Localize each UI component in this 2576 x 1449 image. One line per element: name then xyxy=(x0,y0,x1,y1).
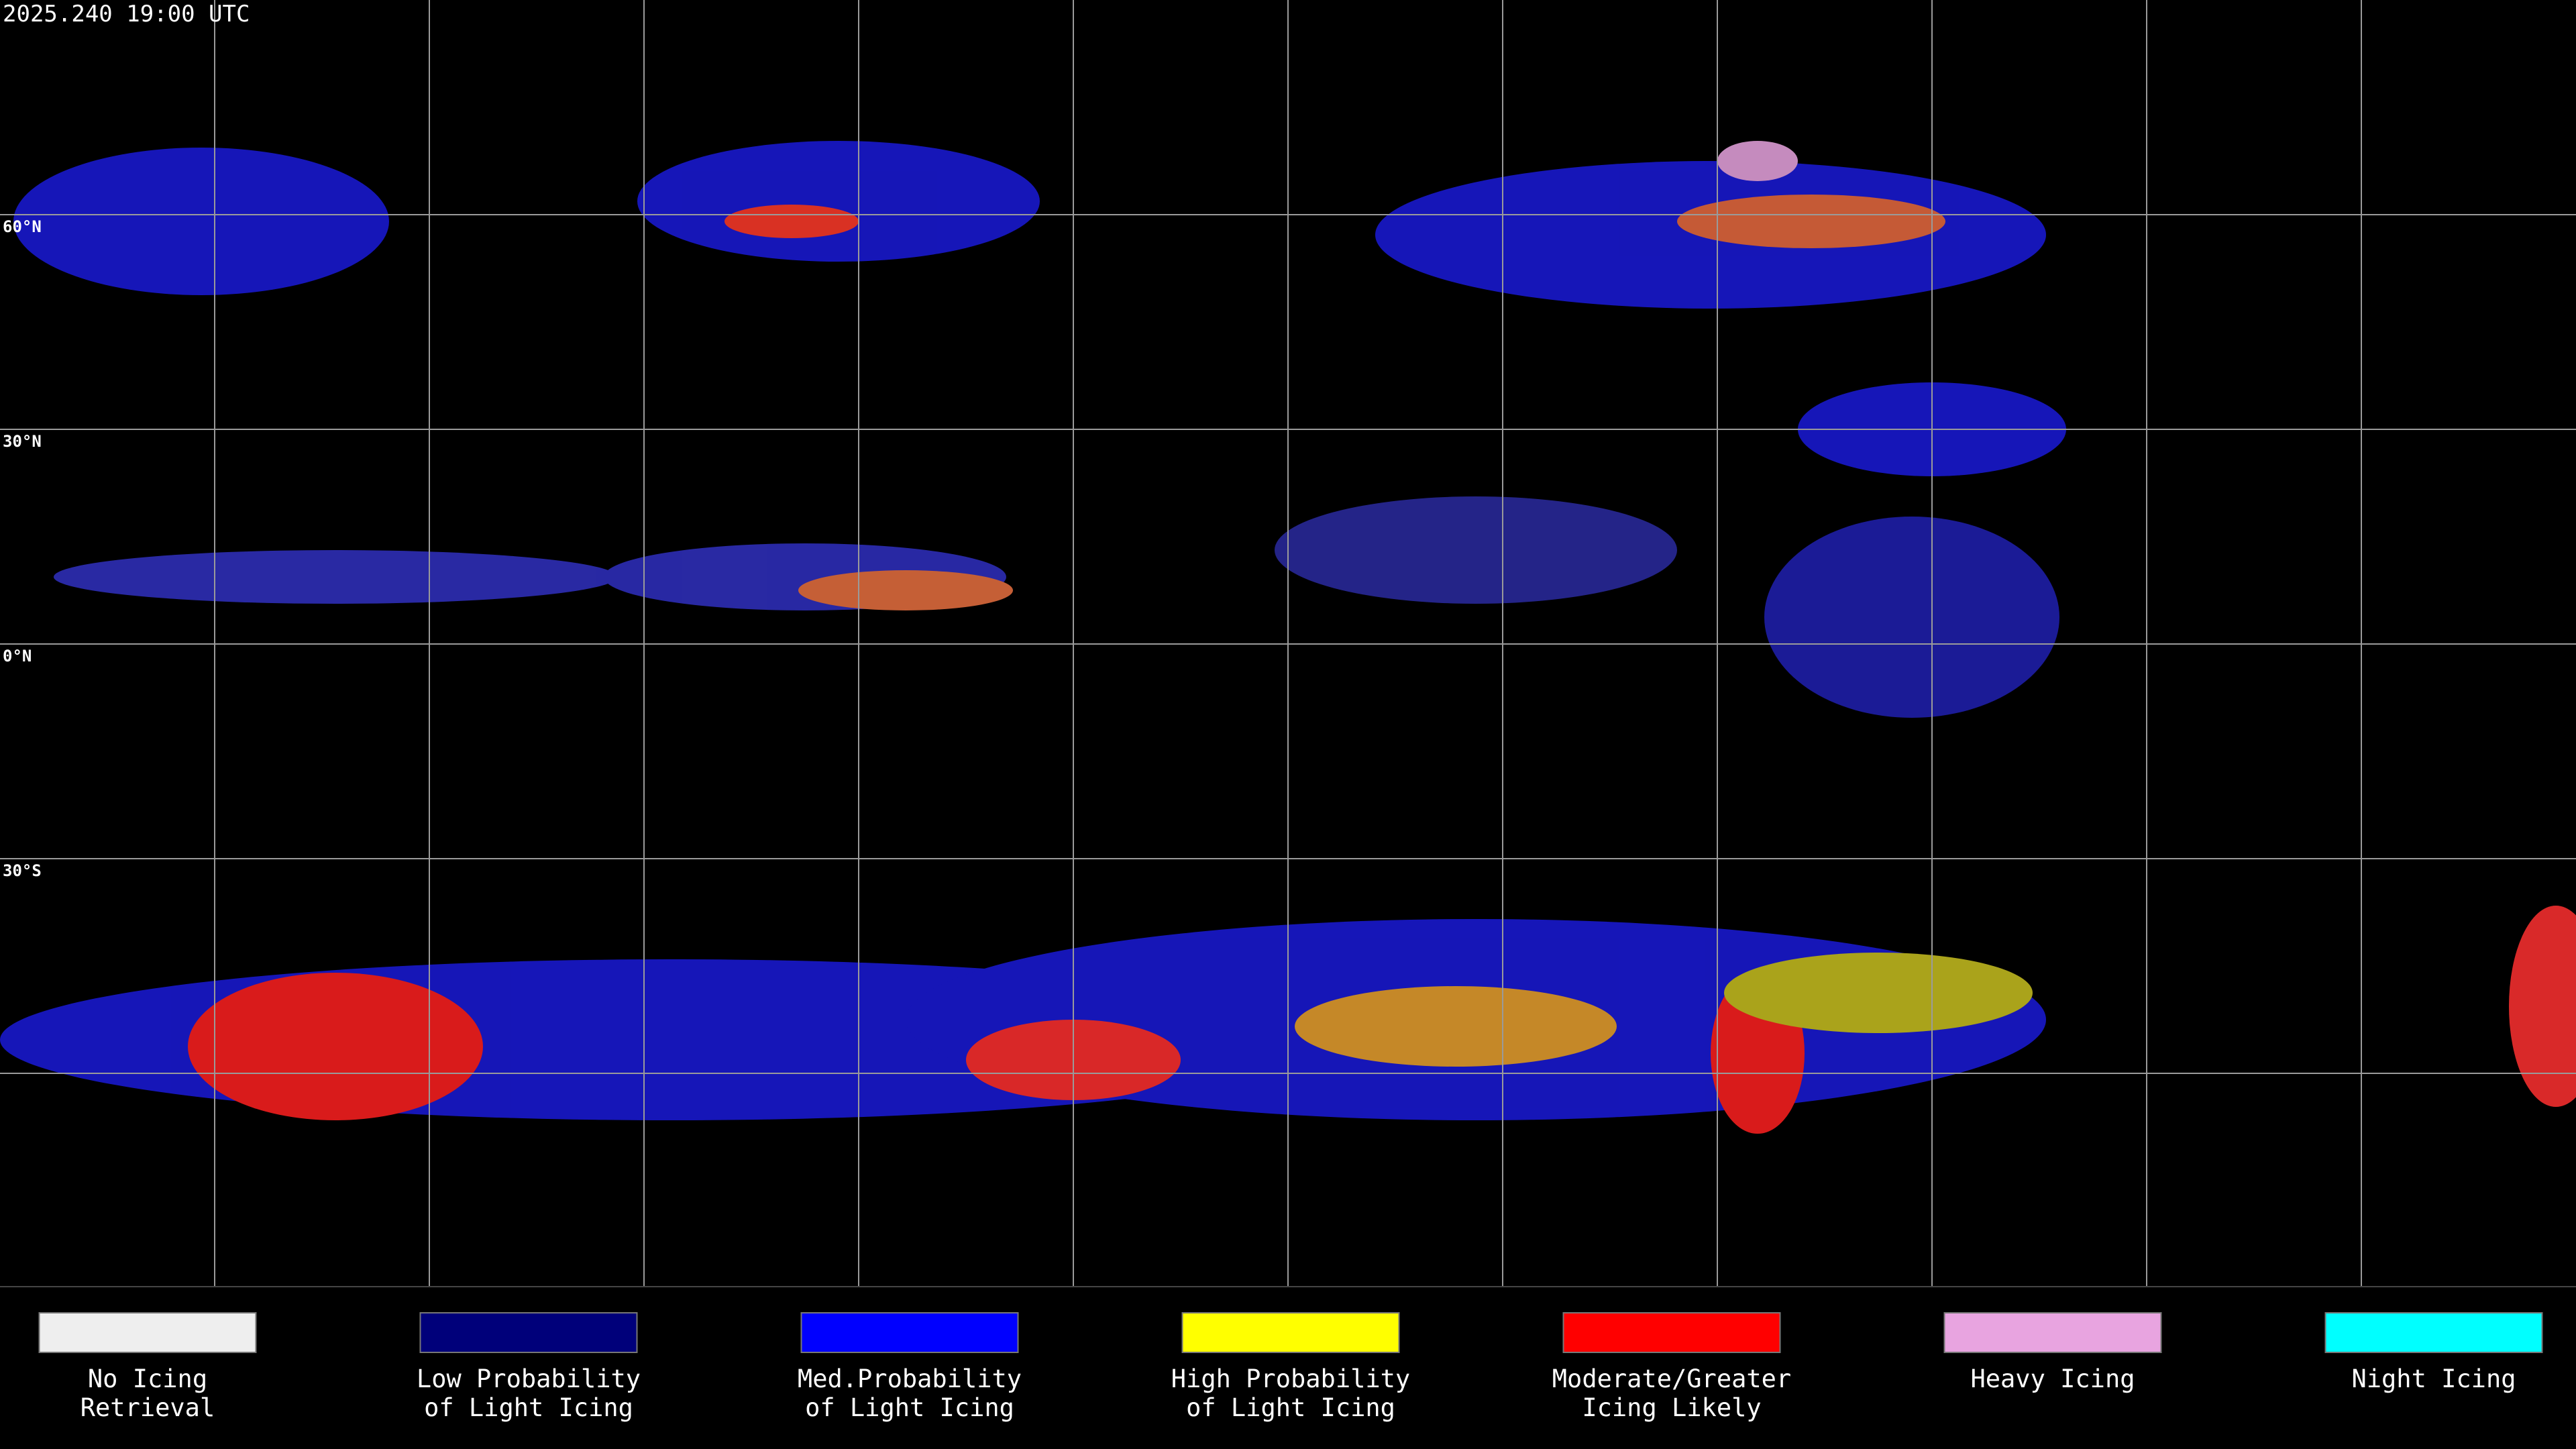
cloud-patch xyxy=(2509,906,2576,1107)
legend-label: of Light Icing xyxy=(424,1393,633,1422)
legend-label: High Probability xyxy=(1171,1364,1410,1393)
cloud-patch xyxy=(1764,517,2059,718)
latitude-label: 60°N xyxy=(3,217,42,236)
legend-label: Night Icing xyxy=(2351,1364,2516,1393)
cloud-patch xyxy=(1295,986,1617,1067)
legend-label: No Icing xyxy=(88,1364,207,1393)
cloud-patch xyxy=(13,148,389,295)
latitude-label: 30°S xyxy=(3,861,42,880)
cloud-patch xyxy=(637,141,1040,262)
legend-swatch xyxy=(1562,1312,1781,1353)
legend-swatch xyxy=(1181,1312,1400,1353)
cloud-patch xyxy=(54,550,617,604)
graticule xyxy=(0,0,2576,1287)
cloud-patch xyxy=(724,205,859,238)
timestamp: 2025.240 19:00 UTC xyxy=(3,1,250,28)
legend-swatch xyxy=(800,1312,1019,1353)
legend-label: Med.Probability xyxy=(798,1364,1022,1393)
latitude-label: 0°N xyxy=(3,647,32,665)
legend-label: Heavy Icing xyxy=(1970,1364,2135,1393)
legend-label: Low Probability xyxy=(417,1364,641,1393)
legend-label: of Light Icing xyxy=(1186,1393,1395,1422)
latitude-label: 30°N xyxy=(3,432,42,451)
legend-swatch xyxy=(38,1312,257,1353)
cloud-patch xyxy=(188,973,483,1120)
legend-label: of Light Icing xyxy=(805,1393,1014,1422)
cloud-patch xyxy=(1677,195,1945,248)
legend-swatch xyxy=(2324,1312,2543,1353)
icing-field xyxy=(0,141,2576,1134)
legend-swatch xyxy=(419,1312,638,1353)
cloud-patch xyxy=(798,570,1013,610)
legend-label: Icing Likely xyxy=(1582,1393,1761,1422)
cloud-patch xyxy=(1717,141,1798,181)
legend-label: Retrieval xyxy=(80,1393,215,1422)
latitude-labels: 60°N 30°N 0°N 30°S xyxy=(3,217,42,880)
legend-swatch xyxy=(1943,1312,2162,1353)
cloud-patch xyxy=(1275,496,1677,604)
legend-label: Moderate/Greater xyxy=(1552,1364,1791,1393)
cloud-patch xyxy=(1724,953,2033,1033)
